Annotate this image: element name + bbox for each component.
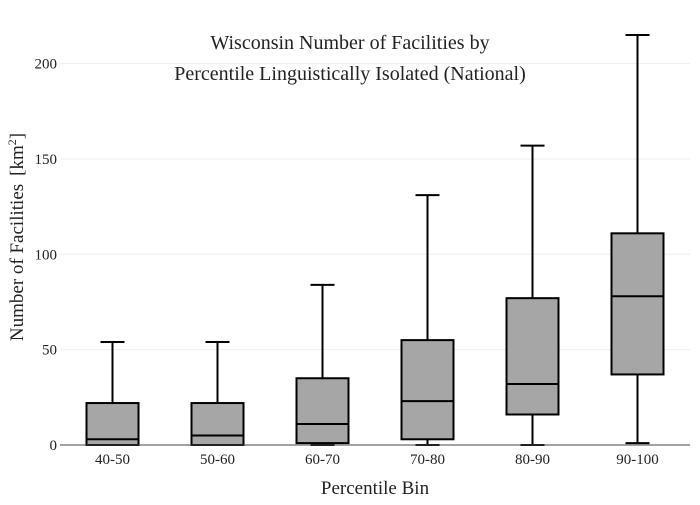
x-tick-label: 40-50 xyxy=(95,452,130,468)
box-iqr xyxy=(505,297,560,416)
y-tick-label: 100 xyxy=(35,247,58,263)
box-iqr xyxy=(295,377,350,445)
box-iqr xyxy=(190,402,245,446)
chart-title-line-1: Wisconsin Number of Facilities by xyxy=(210,32,489,54)
y-axis-title-unit: [km xyxy=(7,145,28,176)
box-iqr xyxy=(610,232,665,376)
box-group xyxy=(610,34,665,445)
x-tick-label: 80-90 xyxy=(515,452,550,468)
chart-title-line-2: Percentile Linguistically Isolated (Nati… xyxy=(174,63,526,85)
x-tick-label: 50-60 xyxy=(200,452,235,468)
y-axis-title-main: Number of Facilities xyxy=(7,184,28,341)
y-axis-title-unit-close: ] xyxy=(7,133,28,139)
x-tick-label: 60-70 xyxy=(305,452,340,468)
y-axis-title: Number of Facilities [km2] xyxy=(5,133,28,341)
y-tick-label: 200 xyxy=(35,57,58,73)
box-group xyxy=(190,341,245,446)
box-iqr xyxy=(400,339,455,441)
x-tick-label: 70-80 xyxy=(410,452,445,468)
y-tick-label: 50 xyxy=(42,343,57,359)
axis-layer: 0 50 100 150 200 40-50 50-60 60-70 70-80 80-90 90-… xyxy=(35,57,690,468)
grid-layer xyxy=(60,63,690,351)
x-tick-label: 90-100 xyxy=(616,452,659,468)
box-group xyxy=(400,194,455,446)
y-tick-label: 0 xyxy=(50,438,58,454)
box-group xyxy=(295,283,350,446)
box-layer xyxy=(85,34,665,446)
y-tick-label: 150 xyxy=(35,152,58,168)
box-group xyxy=(85,341,140,446)
y-axis-title-unit-sup: 2 xyxy=(5,139,19,145)
box-group xyxy=(505,144,560,446)
x-axis-title: Percentile Bin xyxy=(321,478,430,499)
